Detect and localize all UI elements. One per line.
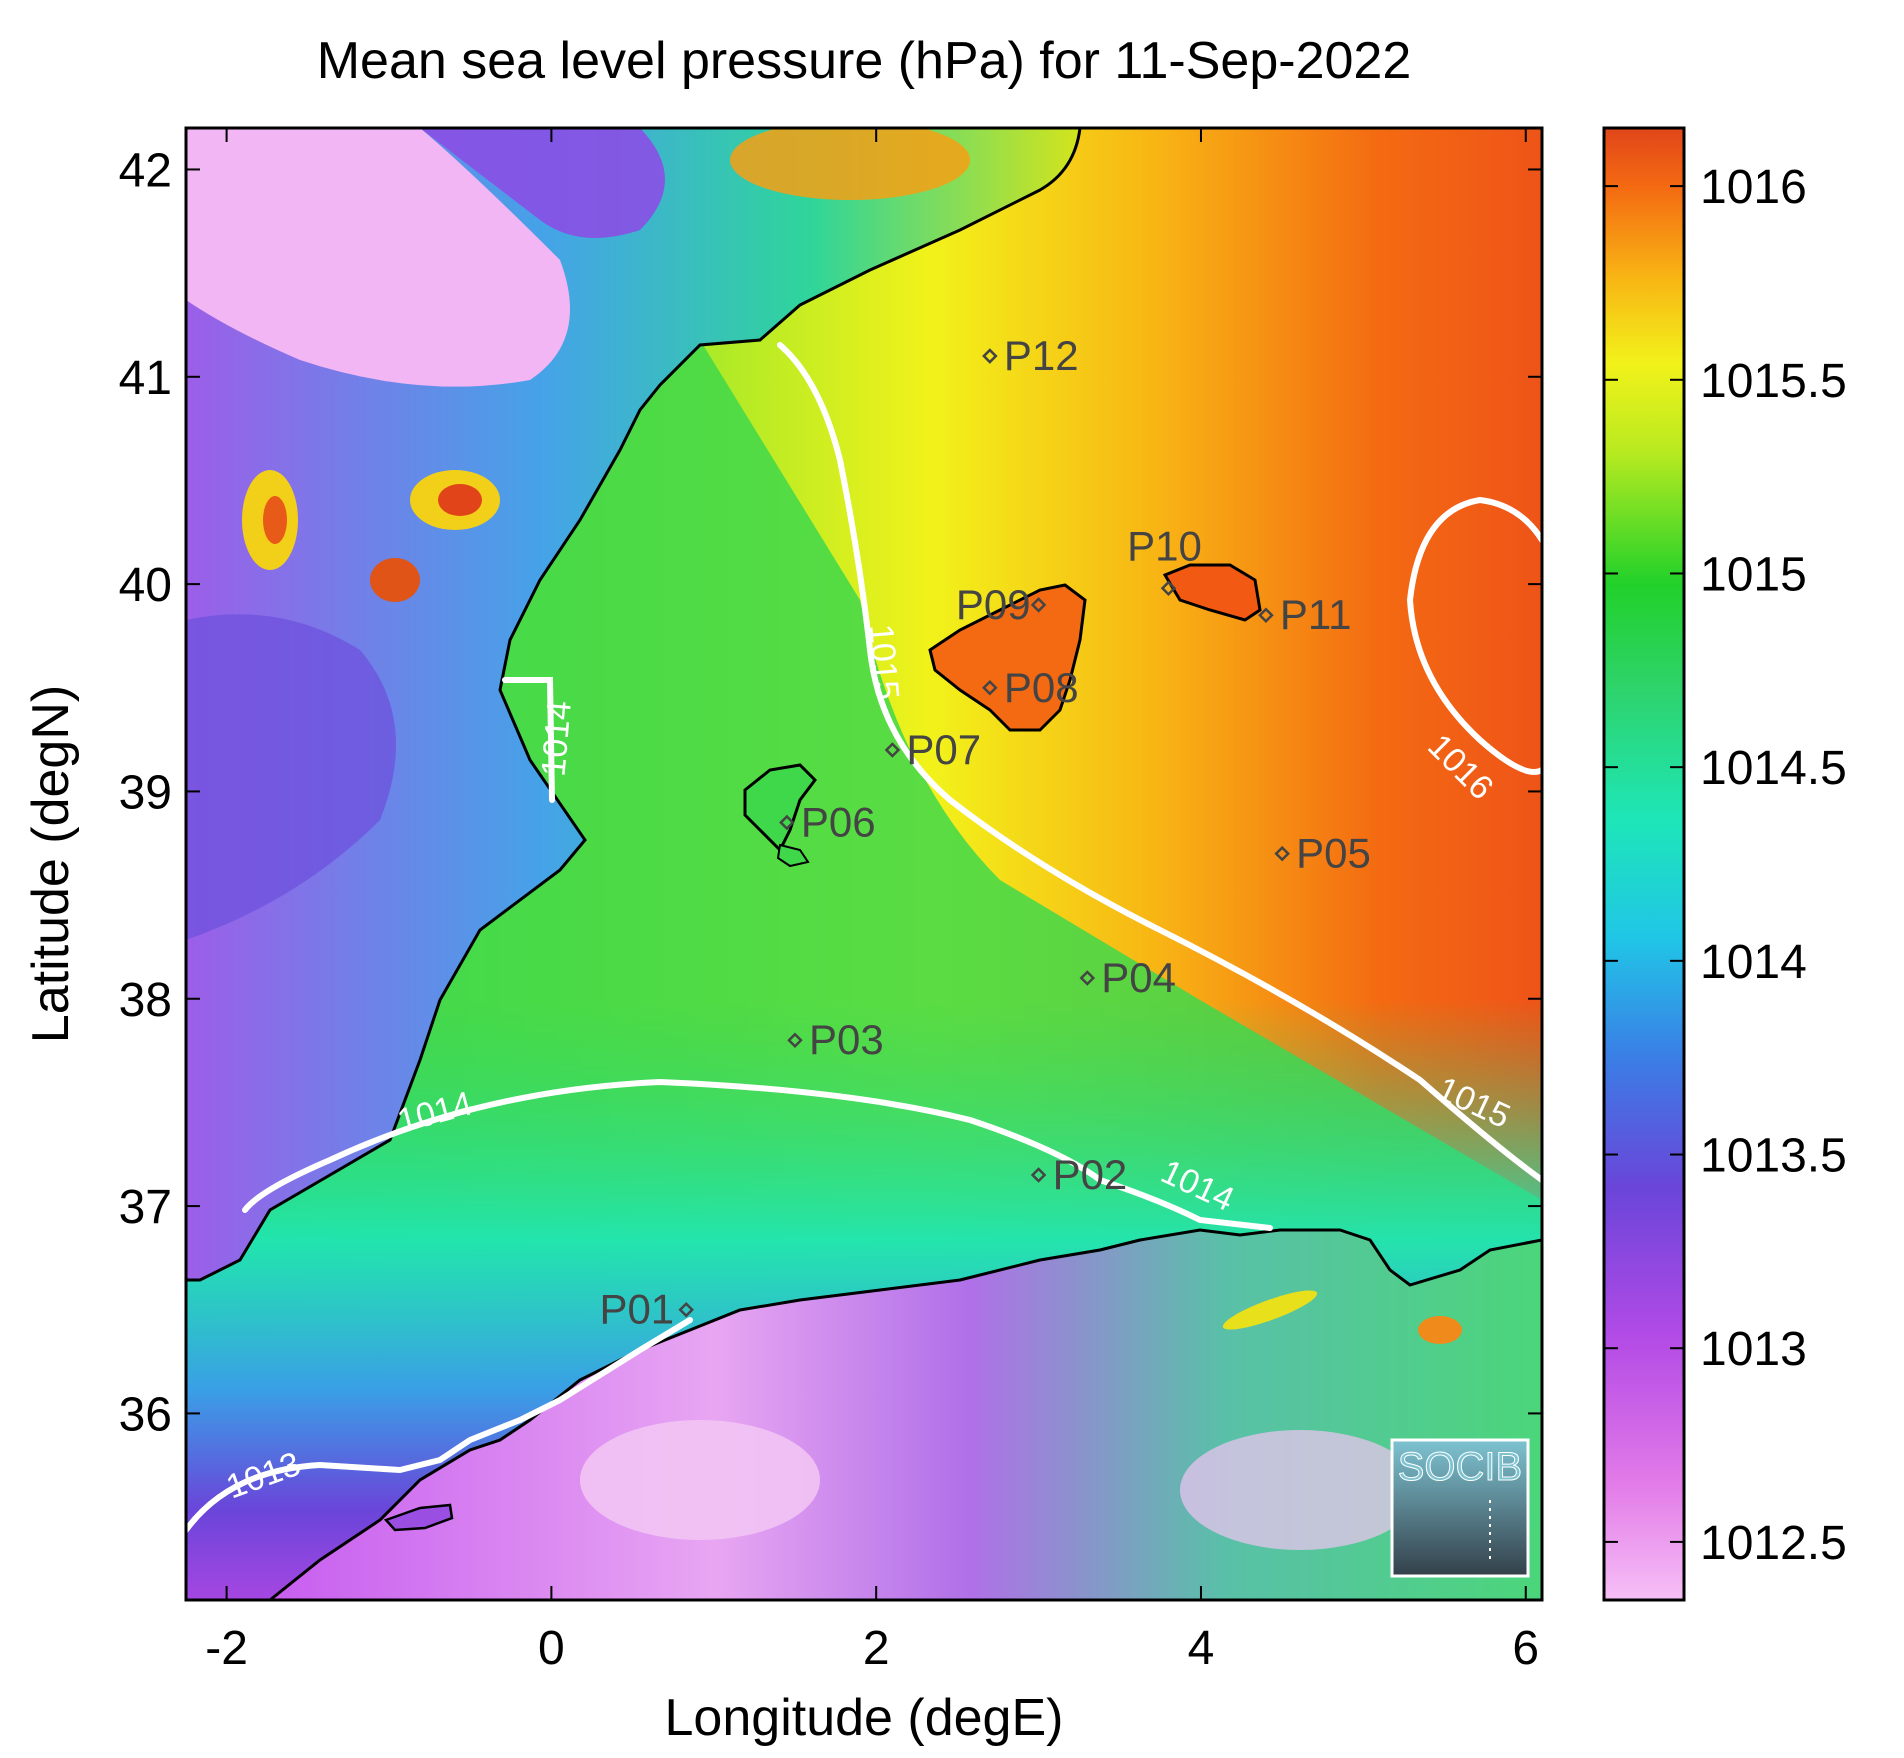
station-label: P08 <box>1004 664 1079 711</box>
y-tick-label: 36 <box>119 1388 172 1441</box>
station-p10: P10 <box>1127 522 1202 597</box>
alboran-island <box>383 1503 454 1532</box>
station-marker-icon <box>787 1032 803 1048</box>
africa-pink-patch <box>580 1420 820 1540</box>
x-axis-label: Longitude (degE) <box>665 1689 1064 1747</box>
station-marker-icon <box>1030 1167 1047 1183</box>
station-label: P06 <box>801 799 876 846</box>
x-tick-label: -2 <box>205 1622 248 1675</box>
logo-text: SOCIB <box>1398 1445 1522 1489</box>
station-label: P03 <box>809 1016 884 1063</box>
africa-pink-patch-2 <box>1180 1430 1420 1550</box>
iberia-coastline <box>186 128 1082 1282</box>
isobar-1014-south <box>242 1078 1273 1231</box>
station-label: P12 <box>1004 332 1079 379</box>
isobars <box>186 342 1542 1533</box>
chart-title: Mean sea level pressure (hPa) for 11-Sep… <box>317 32 1412 90</box>
colorbar-tick-label: 1012.5 <box>1700 1517 1847 1570</box>
isobar-1014-west <box>502 677 555 803</box>
station-label: P07 <box>906 726 981 773</box>
station-p12: P12 <box>982 332 1079 379</box>
station-marker-icon <box>1030 597 1047 613</box>
station-p02: P02 <box>1030 1151 1128 1198</box>
station-label: P10 <box>1127 522 1202 569</box>
africa-orange-spot <box>1418 1316 1462 1344</box>
y-tick-label: 41 <box>119 352 172 405</box>
hotspot-3 <box>370 558 420 602</box>
hotspot-1-core <box>263 496 287 544</box>
colorbar-tick-label: 1015 <box>1700 548 1807 601</box>
colorbar-tick-label: 1014 <box>1700 936 1807 989</box>
map-frame <box>184 126 1544 1602</box>
station-p07: P07 <box>884 726 981 773</box>
iberia-land <box>186 128 1080 1280</box>
menorca-island <box>1162 563 1262 622</box>
y-tick-label: 38 <box>119 974 172 1027</box>
station-label: P11 <box>1280 591 1352 638</box>
station-marker-icon <box>1160 580 1177 597</box>
station-marker-icon <box>982 680 998 696</box>
socib-logo: SOCIB <box>1390 1438 1530 1578</box>
ibiza-island <box>743 763 817 853</box>
station-p06: P06 <box>779 799 876 846</box>
formentera-island <box>776 843 810 868</box>
station-marker-icon <box>1274 845 1290 862</box>
station-p11: P11 <box>1258 591 1352 638</box>
station-label: P02 <box>1053 1151 1128 1198</box>
station-marker-icon <box>678 1301 694 1318</box>
y-axis-label: Latitude (degN) <box>22 685 80 1043</box>
station-label: P05 <box>1296 830 1371 877</box>
colorbar-tick-label: 1013.5 <box>1700 1130 1847 1183</box>
colorbar-gradient <box>1602 126 1686 1602</box>
pink-highland <box>186 128 570 387</box>
isobar-1016 <box>1406 496 1542 775</box>
station-label: P09 <box>956 581 1031 628</box>
station-marker-icon <box>884 742 901 758</box>
station-label: P04 <box>1101 954 1176 1001</box>
contour-label: 1014 <box>534 699 578 778</box>
station-p09: P09 <box>956 581 1047 628</box>
x-axis: -2 0 2 4 6 <box>205 128 1539 1675</box>
x-tick-label: 2 <box>863 1622 890 1675</box>
colorbar-tick-label: 1013 <box>1700 1323 1807 1376</box>
x-tick-label: 0 <box>538 1622 565 1675</box>
station-p03: P03 <box>787 1016 884 1063</box>
station-p04: P04 <box>1079 954 1176 1001</box>
colorbar-ticks: 1012.5 1013 1013.5 1014 1014.5 1015 1015.5 1016 <box>1604 161 1847 1570</box>
y-tick-label: 39 <box>119 766 172 819</box>
mallorca-island <box>928 583 1087 732</box>
africa-yellow-streak <box>1222 1290 1318 1330</box>
isobar-1013 <box>186 1317 693 1533</box>
station-p08: P08 <box>982 664 1079 711</box>
africa-coastline <box>269 1228 1542 1600</box>
contour-label: 1015 <box>862 623 906 702</box>
station-marker-icon <box>1258 607 1274 623</box>
purple-highland <box>420 128 665 238</box>
station-p05: P05 <box>1274 830 1371 877</box>
colorbar-tick-label: 1016 <box>1700 161 1807 214</box>
station-marker-icon <box>779 814 795 831</box>
iberia-blue-west <box>186 614 396 940</box>
colorbar-tick-label: 1015.5 <box>1700 355 1847 408</box>
x-tick-label: 6 <box>1512 1622 1539 1675</box>
hotspot-2-core <box>438 484 482 516</box>
station-marker-icon <box>1079 970 1096 986</box>
y-tick-label: 40 <box>119 559 172 612</box>
north-orange-land <box>730 128 970 200</box>
station-label: P01 <box>599 1286 674 1333</box>
y-tick-label: 42 <box>119 144 172 197</box>
colorbar-tick-label: 1014.5 <box>1700 742 1847 795</box>
stations: P01 P02 P03 P04 P05 P06 P07 P08 P09 P10 P11 P12 <box>599 332 1370 1333</box>
station-p01: P01 <box>599 1286 694 1333</box>
station-marker-icon <box>982 348 998 364</box>
isobar-1015 <box>777 342 1542 1183</box>
x-tick-label: 4 <box>1188 1622 1215 1675</box>
colorbar: 1012.5 1013 1013.5 1014 1014.5 1015 1015.5 1016 <box>1602 126 1847 1602</box>
y-axis: 36 37 38 39 40 41 42 <box>119 144 1542 1441</box>
y-tick-label: 37 <box>119 1181 172 1234</box>
